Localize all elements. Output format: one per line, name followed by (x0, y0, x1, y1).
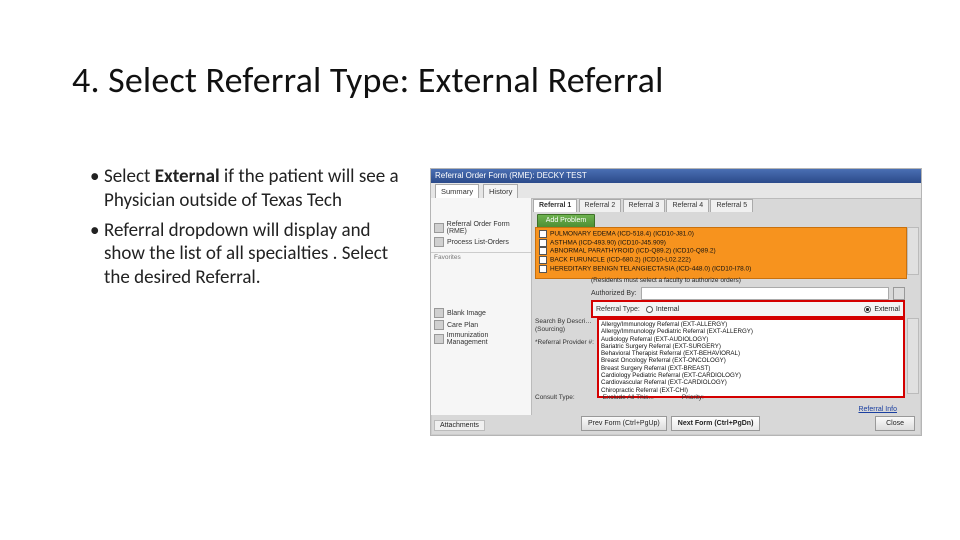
list-item[interactable]: Chiropractic Referral (EXT-CHI) (601, 387, 901, 394)
exclude-label: Exclude All This... (603, 394, 654, 404)
referral-tab-1[interactable]: Referral 1 (533, 199, 577, 212)
left-item-label: Referral Order Form (RME) (447, 221, 528, 235)
radio-external-label: External (874, 306, 900, 313)
left-item-label: Immunization Management (447, 332, 528, 346)
bullet-1: • Select External if the patient will se… (90, 165, 410, 213)
bullet-dot: • (90, 165, 104, 213)
radio-internal[interactable]: Internal (646, 306, 679, 313)
window-titlebar: Referral Order Form (RME): DECKY TEST (431, 169, 921, 183)
problem-item[interactable]: HEREDITARY BENIGN TELANGIECTASIA (ICD-44… (539, 265, 903, 274)
referral-listbox[interactable]: Allergy/Immunology Referral (EXT-ALLERGY… (597, 318, 905, 398)
problem-item[interactable]: PULMONARY EDEMA (ICD-518.4) (ICD10-J81.0… (539, 230, 903, 239)
left-item-blank-image[interactable]: Blank Image (431, 307, 531, 319)
list-item[interactable]: Allergy/Immunology Referral (EXT-ALLERGY… (601, 321, 901, 328)
bullet-2: • Referral dropdown will display and sho… (90, 219, 410, 290)
slide: 4. Select Referral Type: External Referr… (0, 0, 960, 540)
left-item-referral-form[interactable]: Referral Order Form (RME) (431, 220, 531, 236)
add-problem-button[interactable]: Add Problem (537, 214, 595, 228)
search-by-label: Search By Descri… (535, 318, 593, 325)
referral-tab-4[interactable]: Referral 4 (666, 199, 709, 212)
referral-provider-label: *Referral Provider #: (535, 339, 595, 346)
slide-title: 4. Select Referral Type: External Referr… (72, 58, 664, 102)
left-item-immunization[interactable]: Immunization Management (431, 331, 531, 347)
authorized-by-label: Authorized By: (591, 290, 637, 297)
referral-tabs: Referral 1 Referral 2 Referral 3 Referra… (533, 199, 919, 212)
radio-external[interactable]: External (864, 306, 900, 313)
list-item[interactable]: Audiology Referral (EXT-AUDIOLOGY) (601, 336, 901, 343)
footer-nav-buttons: Prev Form (Ctrl+PgUp) Next Form (Ctrl+Pg… (581, 416, 760, 431)
list-item[interactable]: Bariatric Surgery Referral (EXT-SURGERY) (601, 343, 901, 350)
left-item-label: Blank Image (447, 310, 486, 317)
prev-form-button[interactable]: Prev Form (Ctrl+PgUp) (581, 416, 667, 431)
radio-internal-label: Internal (656, 306, 679, 313)
list-item[interactable]: Cardiovascular Referral (EXT-CARDIOLOGY) (601, 379, 901, 386)
bullet-1-bold: External (155, 165, 220, 188)
list-item[interactable]: Allergy/Immunology Pediatric Referral (E… (601, 328, 901, 335)
referral-tab-5[interactable]: Referral 5 (710, 199, 753, 212)
list-item[interactable]: Cardiology Pediatric Referral (EXT-CARDI… (601, 372, 901, 379)
form-icon (434, 223, 444, 233)
list-item[interactable]: Breast Oncology Referral (EXT-ONCOLOGY) (601, 357, 901, 364)
close-button[interactable]: Close (875, 416, 915, 431)
list-item[interactable]: Behavioral Therapist Referral (EXT-BEHAV… (601, 350, 901, 357)
authorized-by-row: Authorized By: (591, 287, 905, 299)
next-form-button[interactable]: Next Form (Ctrl+PgDn) (671, 416, 761, 431)
referral-info-link[interactable]: Referral Info (858, 406, 897, 413)
bullet-1-prefix: Select (104, 165, 155, 188)
left-item-label: Care Plan (447, 322, 478, 329)
referral-type-label: Referral Type: (596, 306, 640, 313)
priority-label: Priority: (682, 394, 704, 404)
referral-tab-3[interactable]: Referral 3 (623, 199, 666, 212)
form-icon (434, 237, 444, 247)
problem-item[interactable]: BACK FURUNCLE (ICD-680.2) (ICD10-L02.222… (539, 256, 903, 265)
form-icon (434, 334, 444, 344)
tab-summary[interactable]: Summary (435, 184, 479, 198)
left-item-care-plan[interactable]: Care Plan (431, 319, 531, 331)
problem-item[interactable]: ASTHMA (ICD-493.90) (ICD10-J45.909) (539, 239, 903, 248)
slide-body: • Select External if the patient will se… (90, 165, 410, 296)
left-item-process-list[interactable]: Process List-Orders (431, 236, 531, 248)
left-pane: Referral Order Form (RME) Process List-O… (431, 198, 532, 415)
bullet-1-text: Select External if the patient will see … (104, 165, 410, 213)
radio-icon (864, 306, 871, 313)
consult-type-label: Consult Type: (535, 394, 575, 404)
problem-list: PULMONARY EDEMA (ICD-518.4) (ICD10-J81.0… (535, 227, 907, 279)
screenshot-app-window: Referral Order Form (RME): DECKY TEST Su… (430, 168, 922, 436)
resident-note: (Residents must select a faculty to auth… (591, 277, 905, 284)
authorized-by-field[interactable] (641, 287, 889, 300)
sourcing-label: (Sourcing) (535, 326, 593, 333)
bullet-2-text: Referral dropdown will display and show … (104, 219, 410, 290)
left-item-label: Process List-Orders (447, 239, 509, 246)
attachments-button[interactable]: Attachments (434, 420, 485, 431)
radio-icon (646, 306, 653, 313)
bottom-labels-row: Consult Type: Exclude All This... Priori… (535, 394, 905, 404)
authorized-by-dropdown-icon[interactable] (893, 287, 905, 300)
problem-item[interactable]: ABNORMAL PARATHYROID (ICD-Q89.2) (ICD10-… (539, 247, 903, 256)
form-icon (434, 320, 444, 330)
referral-listbox-scrollbar[interactable] (907, 318, 919, 394)
tab-history[interactable]: History (483, 184, 518, 198)
referral-type-row: Referral Type: Internal External (591, 300, 905, 318)
referral-tab-2[interactable]: Referral 2 (579, 199, 622, 212)
list-item[interactable]: Breast Surgery Referral (EXT-BREAST) (601, 365, 901, 372)
problem-list-scrollbar[interactable] (907, 227, 919, 275)
bullet-dot: • (90, 219, 104, 290)
left-separator-favorites: Favorites (431, 252, 531, 263)
form-icon (434, 308, 444, 318)
